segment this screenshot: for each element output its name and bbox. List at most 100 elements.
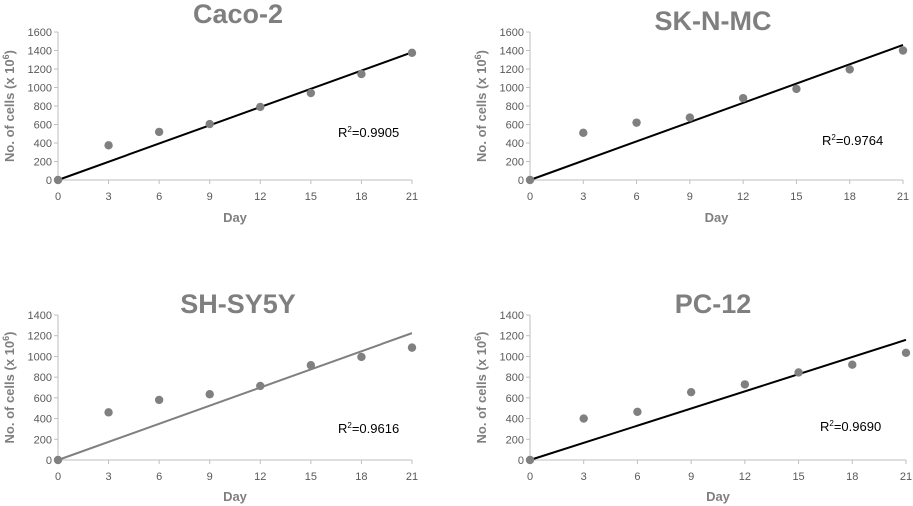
data-point	[154, 395, 164, 405]
x-tick-label: 3	[106, 471, 112, 483]
r-squared-label: R2=0.9764	[822, 133, 883, 148]
y-axis-label: No. of cells (x 106)	[1, 332, 17, 444]
r-squared-label: R2=0.9905	[338, 125, 399, 140]
data-point	[686, 387, 696, 397]
y-tick-label: 800	[34, 372, 52, 384]
x-tick-label: 18	[846, 471, 858, 483]
x-tick-label: 18	[355, 471, 367, 483]
data-point	[848, 360, 857, 369]
r-squared-value: =0.9690	[834, 419, 881, 434]
y-tick-label: 400	[506, 414, 524, 426]
x-axis-label: Day	[223, 210, 248, 225]
data-point	[685, 113, 695, 122]
data-point	[104, 408, 113, 417]
y-axis-label-superscript: 6	[473, 336, 483, 341]
y-tick-label: 400	[34, 138, 52, 150]
y-axis-label: No. of cells (x 106)	[473, 50, 489, 162]
y-axis-label-text: No. of cells (x 10	[474, 341, 489, 444]
x-tick-label: 9	[207, 471, 213, 483]
chart-panel-3: SH-SY5Y 0 200 400 600 800 1000 1200 1400 0 3 6 9 12 15…	[1, 289, 418, 504]
y-tick-label: 400	[506, 138, 524, 150]
data-point	[256, 102, 265, 112]
data-point	[633, 407, 642, 417]
y-tick-label: 600	[506, 120, 524, 132]
y-tick-label: 200	[506, 157, 524, 169]
chart-title: SH-SY5Y	[180, 289, 296, 319]
x-tick-label: 3	[581, 471, 587, 483]
y-axis-label-close: )	[474, 332, 489, 336]
y-tick-label: 0	[518, 175, 524, 187]
y-tick-label: 600	[34, 393, 52, 405]
x-axis-label: Day	[705, 210, 730, 225]
x-tick-label: 12	[254, 471, 266, 483]
y-tick-label: 200	[34, 434, 52, 446]
chart-title: SK-N-MC	[655, 6, 772, 36]
data-point	[579, 414, 588, 423]
r-squared-value: =0.9905	[352, 125, 399, 140]
x-tick-label: 21	[406, 471, 418, 483]
x-tick-label: 3	[106, 191, 112, 203]
data-point	[205, 390, 214, 399]
data-point	[53, 455, 63, 465]
y-axis-label-text: No. of cells (x 10	[2, 341, 17, 444]
data-point	[306, 361, 316, 370]
y-axis-label-text: No. of cells (x 10	[2, 59, 17, 162]
r-squared-superscript: 2	[347, 421, 352, 430]
x-tick-label: 0	[55, 191, 61, 203]
x-tick-label: 6	[156, 471, 162, 483]
y-tick-label: 1000	[500, 351, 524, 363]
chart-title: PC-12	[675, 289, 752, 319]
r-squared-superscript: 2	[831, 133, 836, 142]
x-tick-label: 6	[634, 191, 640, 203]
r-squared-superscript: 2	[829, 419, 834, 428]
x-tick-label: 0	[527, 191, 533, 203]
y-tick-label: 1000	[28, 351, 52, 363]
x-tick-label: 6	[634, 471, 640, 483]
x-tick-label: 15	[305, 191, 317, 203]
x-axis-label: Day	[706, 489, 731, 504]
x-tick-label: 9	[688, 471, 694, 483]
y-tick-label: 0	[46, 175, 52, 187]
y-axis-label-superscript: 6	[1, 336, 11, 341]
data-point	[740, 380, 750, 389]
data-point	[205, 119, 214, 129]
y-tick-label: 1400	[28, 310, 52, 322]
y-tick-label: 200	[506, 434, 524, 446]
y-tick-label: 1600	[500, 27, 524, 39]
y-axis-label: No. of cells (x 106)	[473, 332, 489, 444]
y-axis-label: No. of cells (x 106)	[1, 50, 17, 162]
x-axis-label: Day	[223, 489, 248, 504]
y-axis-label-text: No. of cells (x 10	[474, 59, 489, 162]
data-point	[525, 455, 535, 465]
y-tick-label: 800	[506, 372, 524, 384]
y-tick-label: 1000	[500, 83, 524, 95]
data-point	[845, 65, 854, 74]
x-tick-label: 9	[687, 191, 693, 203]
data-point	[794, 368, 803, 377]
x-tick-label: 15	[790, 191, 802, 203]
y-tick-label: 800	[506, 101, 524, 113]
data-point	[901, 348, 911, 358]
y-axis-label-close: )	[2, 50, 17, 54]
y-tick-label: 400	[34, 414, 52, 426]
r-squared-value: =0.9764	[836, 133, 883, 148]
r-squared-prefix: R	[820, 419, 829, 434]
trendline	[57, 332, 413, 461]
r-squared-superscript: 2	[347, 125, 352, 134]
data-point	[407, 343, 417, 352]
y-axis-label-superscript: 6	[1, 54, 11, 59]
chart-title: Caco-2	[193, 0, 283, 29]
x-tick-label: 21	[406, 191, 418, 203]
x-tick-label: 18	[355, 191, 367, 203]
y-tick-label: 800	[34, 101, 52, 113]
data-point	[357, 69, 366, 79]
data-point	[306, 88, 316, 98]
x-tick-label: 21	[897, 191, 909, 203]
x-tick-label: 12	[739, 471, 751, 483]
trendline	[529, 44, 904, 181]
y-tick-label: 1200	[28, 331, 52, 343]
trendline	[529, 338, 907, 461]
chart-panel-1: Caco-2 0 200 400 600 800 1000 1200 1400 1600 0 3 6 9 1…	[1, 0, 418, 225]
y-tick-label: 600	[506, 393, 524, 405]
